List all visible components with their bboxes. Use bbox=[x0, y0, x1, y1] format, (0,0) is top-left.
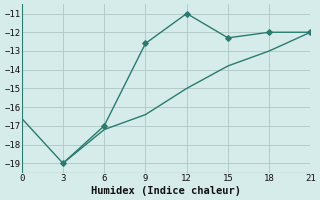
X-axis label: Humidex (Indice chaleur): Humidex (Indice chaleur) bbox=[91, 186, 241, 196]
